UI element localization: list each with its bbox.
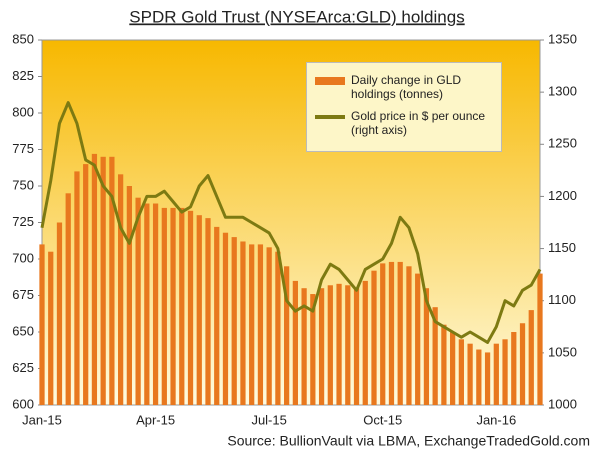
chart-title: SPDR Gold Trust (NYSEArca:GLD) holdings xyxy=(129,7,464,26)
bar xyxy=(345,285,351,405)
x-tick-label: Jan-16 xyxy=(476,412,516,427)
y2-tick-label: 1200 xyxy=(548,188,577,203)
bar xyxy=(484,352,491,405)
y2-tick-label: 1150 xyxy=(548,240,576,255)
bar xyxy=(249,244,255,405)
x-tick-label: Oct-15 xyxy=(363,412,402,427)
y-tick-label: 625 xyxy=(12,360,34,375)
bar xyxy=(415,273,421,405)
y-tick-label: 725 xyxy=(12,214,34,229)
y2-tick-label: 1300 xyxy=(548,84,577,99)
bar xyxy=(275,251,281,405)
bar xyxy=(152,203,159,405)
bar xyxy=(353,288,360,405)
y-tick-label: 825 xyxy=(12,68,34,83)
bar xyxy=(135,197,141,405)
bar xyxy=(450,332,456,405)
bar xyxy=(301,288,307,405)
bar xyxy=(126,186,132,405)
y2-tick-label: 1250 xyxy=(548,136,577,151)
bar xyxy=(388,261,395,405)
bar xyxy=(511,332,517,405)
bar xyxy=(118,174,124,405)
bar xyxy=(493,343,499,405)
bar xyxy=(406,266,412,405)
y-tick-label: 700 xyxy=(12,250,34,265)
bar xyxy=(528,310,534,405)
bar xyxy=(56,222,63,405)
bar xyxy=(336,283,342,405)
legend-swatch xyxy=(315,77,345,85)
legend-label: Daily change in GLD holdings (tonnes) xyxy=(351,73,462,101)
y2-tick-label: 1000 xyxy=(548,396,577,411)
bar xyxy=(161,207,167,405)
bar xyxy=(467,343,473,405)
y2-tick-label: 1350 xyxy=(548,31,577,46)
bar xyxy=(100,156,106,405)
bar xyxy=(284,266,290,405)
bar xyxy=(327,285,333,405)
bar xyxy=(205,218,211,405)
bar xyxy=(318,288,325,405)
bar xyxy=(537,273,543,405)
y-tick-label: 800 xyxy=(12,104,34,119)
bar xyxy=(423,288,430,405)
x-tick-label: Apr-15 xyxy=(136,412,175,427)
bar xyxy=(170,207,176,405)
legend-swatch xyxy=(315,115,345,119)
y2-tick-label: 1100 xyxy=(548,292,576,307)
bar xyxy=(380,263,386,405)
bar xyxy=(310,294,316,405)
bar xyxy=(257,244,264,405)
bar xyxy=(109,156,115,405)
bar xyxy=(441,324,447,405)
bar xyxy=(65,193,71,405)
y2-tick-label: 1050 xyxy=(548,344,577,359)
bar xyxy=(91,153,98,405)
bar xyxy=(432,307,438,405)
source: Source: BullionVault via LBMA, ExchangeT… xyxy=(227,433,590,449)
bar xyxy=(187,210,194,405)
bar xyxy=(240,241,246,405)
y-tick-label: 650 xyxy=(12,323,34,338)
legend: Daily change in GLD holdings (tonnes) Gol… xyxy=(306,62,502,152)
bar xyxy=(292,280,298,405)
y-tick-label: 850 xyxy=(12,31,34,46)
bar xyxy=(266,247,272,405)
bar xyxy=(39,244,45,405)
y-tick-label: 675 xyxy=(12,287,34,302)
legend-label: Gold price in $ per ounce (right axis) xyxy=(351,109,486,137)
legend-entry: Gold price in $ per ounce (right axis) xyxy=(315,109,493,137)
bar xyxy=(83,164,89,405)
bar xyxy=(362,280,368,405)
bar xyxy=(214,226,220,405)
bar xyxy=(519,323,526,405)
bar xyxy=(222,232,229,405)
bar xyxy=(397,261,403,405)
bar xyxy=(74,171,80,405)
y-tick-label: 775 xyxy=(12,141,34,156)
x-tick-label: Jul-15 xyxy=(251,412,286,427)
bar xyxy=(179,207,185,405)
y-tick-label: 750 xyxy=(12,177,34,192)
bar xyxy=(144,203,150,405)
x-tick-label: Jan-15 xyxy=(22,412,62,427)
bar xyxy=(231,237,237,405)
bar xyxy=(502,339,508,405)
bar xyxy=(371,270,377,405)
legend-entry: Daily change in GLD holdings (tonnes) xyxy=(315,73,493,101)
bar xyxy=(458,339,464,405)
bar xyxy=(48,251,54,405)
price-line xyxy=(40,101,542,344)
bar xyxy=(476,349,482,405)
bar xyxy=(196,215,202,405)
y-tick-label: 600 xyxy=(12,396,34,411)
